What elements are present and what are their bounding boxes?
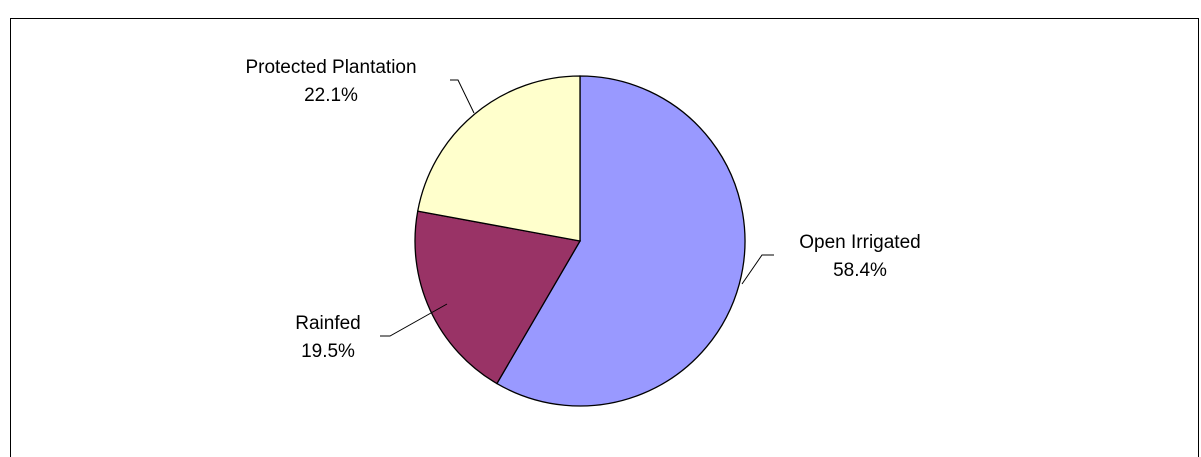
leader-line: [450, 79, 475, 114]
slice-value-label: 22.1%: [304, 85, 358, 106]
slice-label: Protected Plantation: [245, 57, 416, 78]
pie-slice-open-irrigated: [496, 75, 746, 407]
pie-slice-rainfed: [414, 210, 582, 385]
slice-label: Open Irrigated: [799, 232, 920, 253]
leader-line: [741, 254, 774, 285]
pie-slice-protected-plantation: [416, 75, 581, 242]
leader-line: [380, 303, 448, 337]
slice-label: Rainfed: [295, 313, 361, 334]
slice-value-label: 58.4%: [833, 260, 887, 281]
slice-value-label: 19.5%: [301, 341, 355, 362]
